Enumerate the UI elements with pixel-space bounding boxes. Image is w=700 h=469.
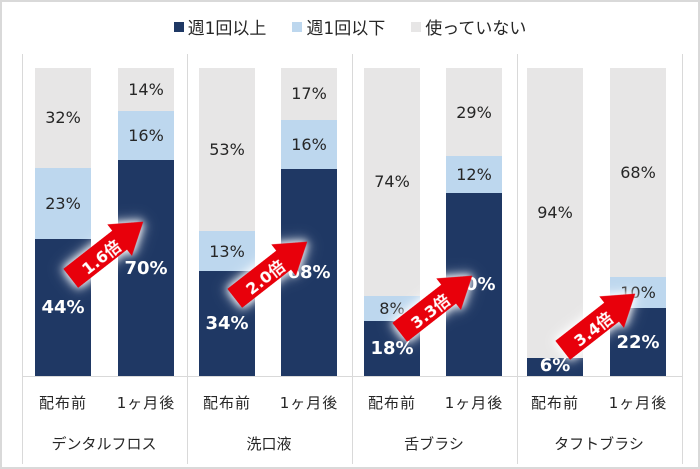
group-separator — [352, 54, 353, 464]
x-tick-label: 配布前 — [38, 394, 87, 412]
growth-arrow-icon: 3.3倍 — [387, 260, 484, 348]
stacked-bar: 60% 12% 29% — [446, 68, 502, 376]
x-tick-label: 配布前 — [202, 394, 251, 412]
legend-item-weekly-or-less: 週1回以下 — [292, 14, 385, 39]
bar-segment: 68% — [610, 68, 666, 278]
bar-segment: 70% — [118, 160, 174, 376]
bar-segment: 16% — [118, 111, 174, 161]
x-tick-label: 配布前 — [530, 394, 579, 412]
legend-label: 週1回以下 — [306, 19, 386, 39]
legend-swatch-icon — [292, 21, 303, 32]
group-separator — [517, 54, 518, 464]
bar-segment: 13% — [199, 231, 255, 272]
legend: 週1回以上 週1回以下 使っていない — [0, 14, 700, 39]
bar-segment: 18% — [364, 320, 420, 376]
growth-arrow-icon: 2.0倍 — [222, 226, 319, 314]
stacked-bar: 70% 16% 14% — [118, 68, 174, 376]
x-tick-label: 配布前 — [367, 394, 416, 412]
stacked-bar: 68% 16% 17% — [281, 68, 337, 376]
x-tick-label: 1ヶ月後 — [116, 394, 176, 412]
group-separator — [187, 54, 188, 464]
group-separator — [682, 54, 683, 464]
x-tick-label: 1ヶ月後 — [608, 394, 668, 412]
group-label: タフトブラシ — [554, 435, 644, 453]
bar-segment: 10% — [610, 277, 666, 309]
bar-segment: 12% — [446, 156, 502, 194]
legend-swatch-icon — [173, 21, 184, 32]
bar-segment: 68% — [281, 168, 337, 376]
bar-segment: 23% — [35, 167, 91, 240]
bar-segment: 17% — [281, 68, 337, 120]
bar-segment: 6% — [527, 355, 583, 376]
legend-swatch-icon — [411, 21, 422, 32]
group-separator — [22, 54, 23, 464]
bar-segment: 94% — [527, 68, 583, 358]
bar-segment: 29% — [446, 68, 502, 157]
bar-segment: 32% — [35, 68, 91, 168]
stacked-bar: 44% 23% 32% — [35, 68, 91, 376]
x-tick-label: 1ヶ月後 — [279, 394, 339, 412]
x-tick-label: 1ヶ月後 — [444, 394, 504, 412]
growth-arrow-icon: 3.4倍 — [550, 278, 647, 366]
group-label: 舌ブラシ — [404, 435, 464, 453]
legend-label: 週1回以上 — [187, 19, 267, 39]
stacked-bar: 18% 8% 74% — [364, 68, 420, 376]
stacked-bar: 34% 13% 53% — [199, 68, 255, 376]
stacked-bar: 22% 10% 68% — [610, 68, 666, 376]
legend-item-weekly-or-more: 週1回以上 — [173, 14, 267, 39]
bar-segment: 16% — [281, 119, 337, 169]
growth-arrow-icon: 1.6倍 — [58, 206, 155, 294]
bar-segment: 14% — [118, 68, 174, 112]
stacked-bar: 6% 94% — [527, 68, 583, 376]
group-label: 洗口液 — [246, 435, 292, 453]
legend-item-not-used: 使っていない — [411, 14, 526, 39]
bar-segment: 53% — [199, 68, 255, 232]
bar-segment: 74% — [364, 68, 420, 296]
group-label: デンタルフロス — [51, 435, 157, 453]
legend-label: 使っていない — [425, 19, 527, 39]
x-axis-line — [22, 376, 682, 377]
